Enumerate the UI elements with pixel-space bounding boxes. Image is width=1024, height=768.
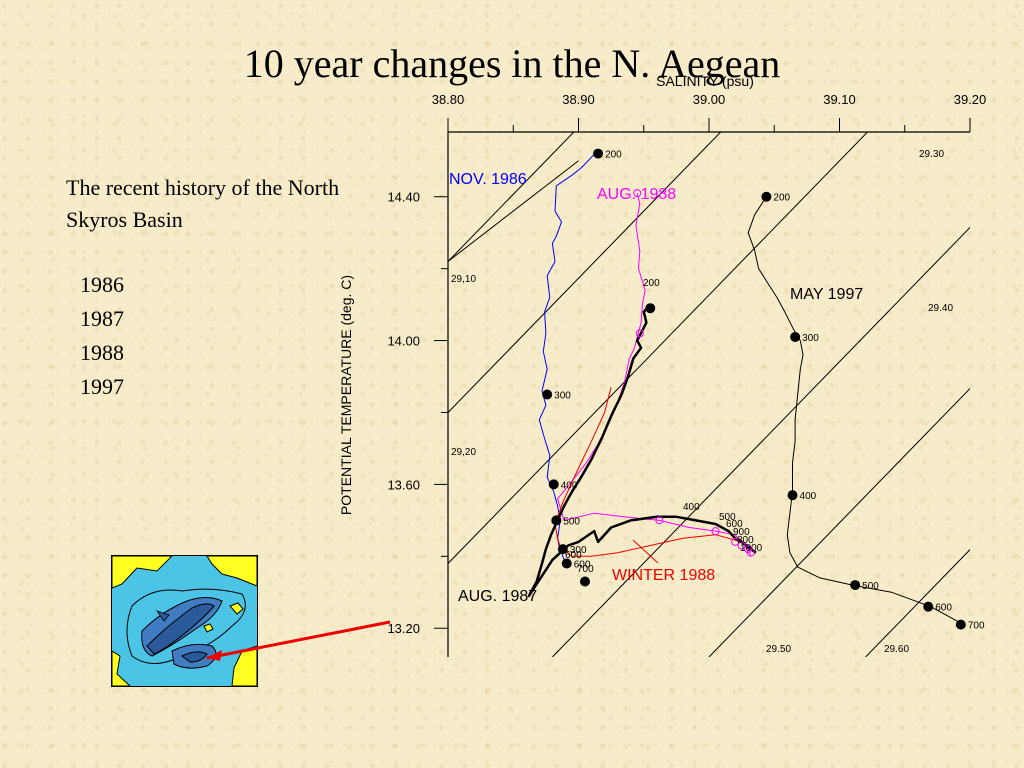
depth-marker: [711, 527, 720, 536]
depth-label: 400: [683, 502, 700, 513]
series-line: [527, 303, 757, 598]
depth-marker-label: 700: [968, 621, 985, 632]
winter-1988-leader: [632, 539, 659, 564]
y-tick-label: 14.00: [387, 334, 420, 349]
isopycnal-label: 29.40: [928, 303, 953, 314]
year-item: 1988: [80, 340, 124, 365]
depth-marker: [580, 576, 591, 587]
map-pointer-arrow: [206, 620, 391, 660]
year-item: 1987: [80, 306, 124, 331]
isopycnal-line: [448, 132, 869, 564]
depth-marker: [548, 479, 559, 490]
x-axis-ticks: 38.80 38.90 39.00 39.10 39.20: [432, 92, 987, 132]
depth-marker: [923, 601, 934, 612]
x-tick-label: 39.10: [823, 92, 856, 107]
series-line: [538, 149, 599, 568]
isopycnal-line: [448, 160, 579, 262]
depth-marker-label: 300: [570, 545, 587, 556]
isopycnal-label: 29.30: [919, 149, 944, 160]
isopycnal-line: [448, 132, 722, 413]
depth-marker: [850, 580, 861, 591]
slide-title: 10 year changes in the N. Aegean: [243, 41, 781, 86]
isopycnal-line: [865, 548, 970, 657]
isopycnal-label: 29,20: [451, 447, 476, 458]
year-list: 1986 1987 1988 1997: [80, 268, 124, 404]
depth-marker-label: 400: [800, 491, 817, 502]
depth-marker: [761, 191, 772, 202]
basin-location-map: [111, 555, 258, 687]
y-tick-label: 14.40: [387, 190, 420, 205]
depth-marker: [557, 544, 568, 555]
depth-marker-label: 500: [862, 581, 879, 592]
series-line: [554, 387, 756, 557]
depth-marker-label: 200: [605, 150, 622, 161]
basin-map-graphic: [112, 556, 257, 686]
depth-marker-label: 400: [561, 480, 578, 491]
x-tick-label: 39.20: [954, 92, 987, 107]
label-winter-1988: WINTER 1988: [612, 567, 715, 584]
depth-marker: [645, 303, 656, 314]
y-tick-label: 13.60: [387, 477, 420, 492]
series-line: [747, 196, 964, 626]
profile-series: [527, 149, 964, 626]
depth-marker: [655, 516, 664, 525]
depth-marker: [542, 389, 553, 400]
depth-label: 700: [577, 564, 594, 575]
depth-label: 500: [719, 512, 736, 523]
depth-label: 200: [643, 278, 660, 289]
year-item: 1986: [80, 272, 124, 297]
isopycnal-label: 29.60: [884, 644, 909, 655]
depth-marker: [635, 329, 644, 338]
x-tick-label: 38.80: [432, 92, 465, 107]
depth-marker: [561, 558, 572, 569]
y-tick-label: 13.20: [387, 621, 420, 636]
x-tick-label: 38.90: [562, 92, 595, 107]
slide-subtitle: The recent history of the North Skyros B…: [66, 175, 340, 232]
depth-label: 1000: [740, 543, 763, 554]
depth-label: 600: [565, 550, 582, 561]
y-axis-label: POTENTIAL TEMPERATURE (deg. C): [338, 275, 354, 515]
arrow-head: [207, 650, 222, 661]
depth-label: 900: [733, 527, 750, 538]
isopycnal-line: [448, 132, 575, 262]
depth-marker: [731, 537, 740, 546]
depth-marker: [593, 148, 604, 159]
depth-marker-label: 600: [935, 603, 952, 614]
depth-marker: [955, 619, 966, 630]
x-axis-label: SALINITY (psu): [656, 73, 754, 89]
isopycnal-label: 29.50: [766, 644, 791, 655]
depth-marker: [633, 189, 642, 198]
y-axis-ticks: 14.40 14.00 13.60 13.20: [387, 190, 448, 636]
depth-marker: [737, 541, 746, 550]
isopycnal-line: [708, 387, 970, 657]
depth-label: 600: [726, 519, 743, 530]
label-aug-1988: AUG. 1988: [597, 186, 676, 203]
depth-marker-label: 300: [554, 391, 571, 402]
isopycnal-lines: [448, 132, 970, 657]
depth-marker: [790, 331, 801, 342]
depth-marker-label: 500: [563, 516, 580, 527]
label-aug-1987: AUG. 1987: [458, 588, 537, 605]
depth-marker: [787, 490, 798, 501]
depth-marker-label: 600: [574, 560, 591, 571]
label-may-1997: MAY 1997: [790, 286, 863, 303]
depth-marker-label: 300: [802, 333, 819, 344]
depth-label: 800: [737, 535, 754, 546]
year-item: 1997: [80, 374, 124, 399]
depth-marker-label: 200: [773, 193, 790, 204]
depth-marker: [746, 548, 755, 557]
x-tick-label: 39.00: [693, 92, 726, 107]
depth-marker: [551, 515, 562, 526]
series-line: [557, 192, 752, 557]
isopycnal-label: 29,10: [451, 274, 476, 285]
isopycnal-line: [552, 226, 970, 657]
label-nov-1986: NOV. 1986: [449, 171, 527, 188]
